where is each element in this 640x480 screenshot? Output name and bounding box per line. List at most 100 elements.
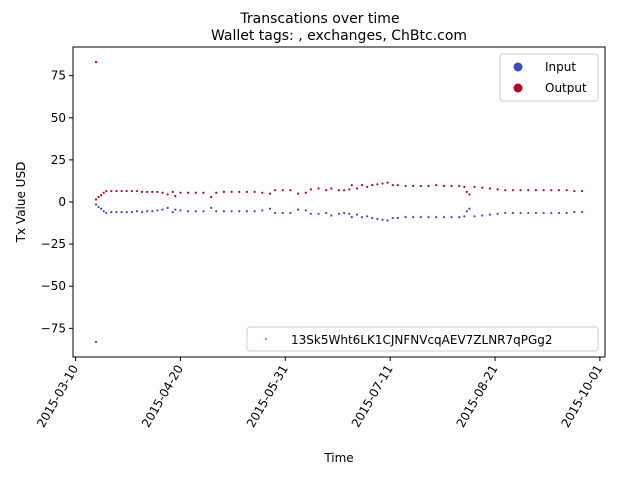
output-point [146,190,149,193]
y-tick-label: 50 [51,111,66,125]
output-point [253,190,256,193]
input-point [261,209,264,212]
legend-marker-address [265,338,267,340]
output-point [542,189,545,192]
x-tick-label: 2015-07-11 [349,363,396,430]
input-point [238,210,241,213]
y-tick-label: 0 [58,195,66,209]
input-point [330,214,333,217]
input-point [412,216,415,219]
output-point [215,191,218,194]
input-point [94,340,98,343]
input-point [253,210,256,213]
output-point [110,189,113,193]
input-point [348,212,351,215]
input-point [317,212,320,215]
output-point [527,189,530,192]
output-point [391,184,394,187]
x-tick-label: 2015-03-10 [34,363,81,430]
legend-input-output: Input Output [499,53,599,102]
output-point [273,189,277,192]
input-point [435,216,438,219]
input-point [573,211,576,214]
output-point [210,195,213,199]
y-tick-label: 75 [51,69,66,83]
output-point [125,189,128,193]
y-tick-label: −50 [41,279,66,293]
legend-frame [246,326,599,352]
output-point [289,189,292,192]
output-point [396,184,399,187]
input-point [580,211,584,214]
legend-marker-output [513,83,523,93]
output-point [371,184,374,187]
input-point [245,210,249,213]
input-point [166,206,169,209]
input-point [366,215,369,218]
output-point [343,189,346,192]
output-point [534,189,538,192]
output-point [350,184,353,187]
output-point [442,184,445,188]
input-point [391,216,394,220]
input-point [105,211,108,215]
output-point [404,184,407,188]
input-point [222,210,225,213]
output-point [381,182,384,185]
input-point [151,210,154,213]
output-point [94,61,98,64]
input-point [100,207,103,210]
legend-label-input: Input [545,60,576,74]
output-point [481,186,484,189]
input-point [146,210,149,213]
input-point [542,211,545,215]
output-point [304,191,307,194]
y-tick-label: −75 [41,321,66,335]
x-tick-label: 2015-08-21 [454,363,501,430]
legend-label-output: Output [545,81,587,95]
output-point [187,191,190,194]
input-point [296,208,300,211]
output-point [281,189,284,192]
output-point [268,192,272,195]
x-tick-label: 2015-05-31 [244,363,291,430]
input-point [179,209,182,212]
input-point [174,208,177,211]
output-point [245,190,249,193]
input-point [97,205,100,209]
legend-address: 13Sk5Wht6LK1CJNFNVcqAEV7ZLNR7qPGg2 [246,326,599,352]
output-point [330,187,333,190]
output-point [135,189,139,193]
input-point [304,209,307,212]
input-point [202,210,205,213]
output-point [115,189,118,193]
input-point [496,212,499,215]
input-point [194,210,197,213]
output-point [473,185,476,188]
input-point [465,210,468,213]
input-point [404,216,407,219]
input-point [355,213,358,216]
input-point [171,211,174,214]
x-axis-label: Time [323,451,353,465]
input-point [230,210,233,213]
input-point [381,218,384,221]
x-axis-ticks: 2015-03-10 2015-04-20 2015-05-31 2015-07-11… [34,357,605,430]
input-point [450,216,453,219]
input-point [419,216,422,219]
input-point [125,211,128,214]
output-point [222,190,225,193]
output-point [366,185,369,188]
input-point [481,214,484,217]
output-point [458,184,461,188]
input-point [511,211,515,215]
input-point [463,215,466,218]
output-point [179,191,182,194]
output-point [488,187,491,190]
input-point [550,211,553,215]
legend-frame [499,53,599,102]
output-point [519,189,522,192]
output-point [348,188,351,191]
input-point [534,211,538,215]
input-point [557,211,561,215]
